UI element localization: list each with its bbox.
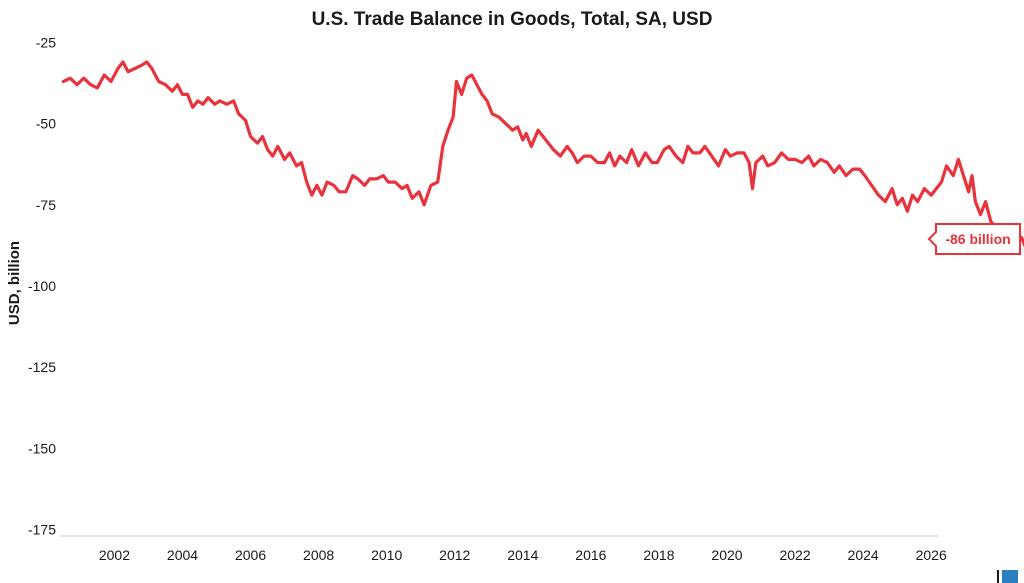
y-tick-label: -75 — [36, 197, 56, 213]
y-tick-label: -100 — [28, 278, 56, 294]
x-tick-label: 2026 — [916, 547, 947, 563]
x-tick-label: 2010 — [371, 547, 402, 563]
x-tick-label: 2018 — [643, 547, 674, 563]
x-tick-label: 2016 — [575, 547, 606, 563]
chart-title: U.S. Trade Balance in Goods, Total, SA, … — [312, 9, 713, 30]
x-tick-labels: 2002 2004 2006 2008 2010 2012 2014 2016 2018 2020… — [99, 547, 947, 563]
y-tick-label: -125 — [28, 359, 56, 375]
y-tick-labels: -25 -50 -75 -100 -125 -150 -175 — [28, 34, 56, 537]
x-tick-label: 2024 — [848, 547, 879, 563]
x-tick-label: 2002 — [99, 547, 130, 563]
x-tick-label: 2008 — [303, 547, 334, 563]
x-tick-label: 2006 — [235, 547, 266, 563]
callout-box — [927, 223, 1021, 255]
y-tick-label: -175 — [28, 522, 56, 538]
x-tick-label: 2004 — [167, 547, 198, 563]
callout-label: -86 billion — [945, 231, 1010, 247]
trade-balance-line — [61, 60, 1024, 248]
y-tick-label: -150 — [28, 440, 56, 456]
x-tick-label: 2020 — [711, 547, 742, 563]
y-tick-label: -25 — [36, 34, 56, 50]
last-value-callout: -86 billion — [927, 223, 1021, 255]
y-tick-label: -50 — [36, 116, 56, 132]
y-axis-label: USD, billion — [6, 241, 23, 325]
corner-logo — [997, 570, 1018, 583]
x-tick-label: 2014 — [507, 547, 538, 563]
x-tick-label: 2022 — [779, 547, 810, 563]
x-tick-label: 2012 — [439, 547, 470, 563]
